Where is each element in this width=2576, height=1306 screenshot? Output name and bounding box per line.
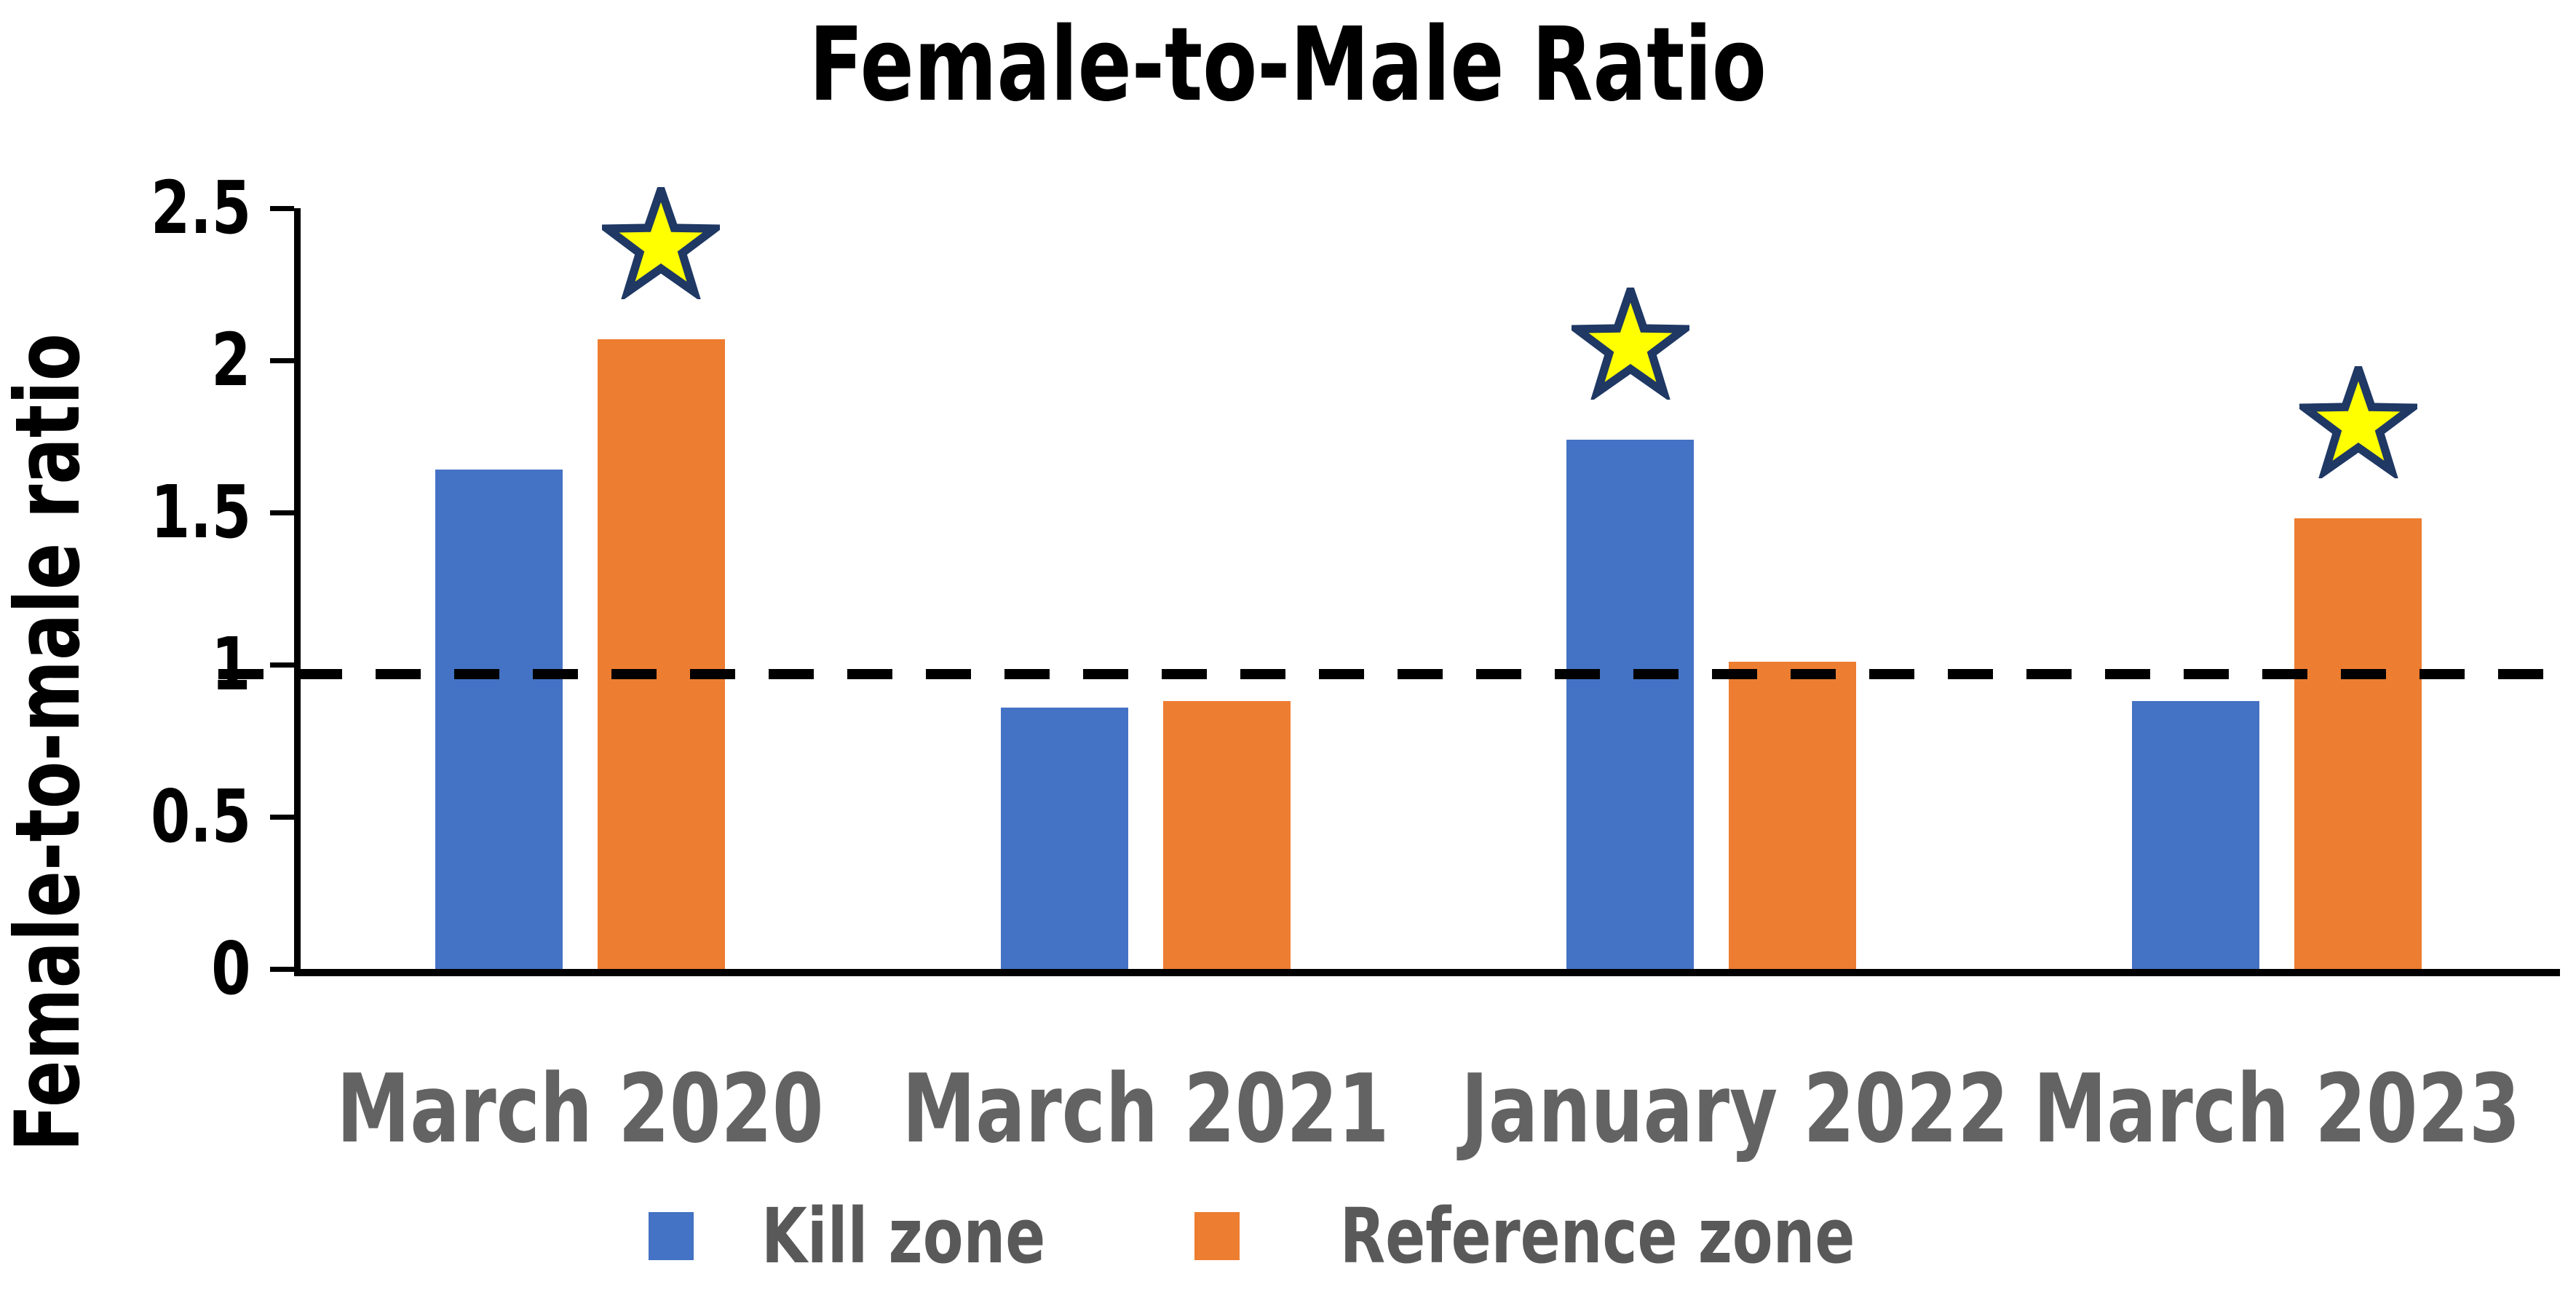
- y-axis-tick: [270, 510, 294, 515]
- category-label-march-2021: March 2021: [818, 1054, 1473, 1163]
- category-label-text: March 2020: [336, 1053, 824, 1164]
- y-axis-tick: [270, 358, 294, 363]
- y-tick-label: 0: [0, 925, 251, 1013]
- y-tick-label-text: 0: [211, 926, 251, 1011]
- bar-kill-zone-march-2020: [435, 470, 563, 969]
- legend-item-reference-zone: Reference zone: [1194, 1185, 1927, 1287]
- y-tick-label: 1.5: [0, 469, 251, 556]
- y-axis-tick: [270, 967, 294, 972]
- y-tick-label-text: 2: [211, 317, 251, 403]
- category-label-march-2023: March 2023: [1949, 1054, 2576, 1163]
- x-axis-line: [294, 969, 2560, 976]
- y-tick-label: 2: [0, 317, 251, 404]
- category-label-march-2020: March 2020: [253, 1054, 908, 1163]
- bar-kill-zone-march-2023: [2132, 701, 2260, 969]
- significance-star-icon: [1564, 277, 1697, 403]
- y-tick-label: 0.5: [0, 773, 251, 860]
- legend: Kill zone Reference zone: [0, 1185, 2576, 1287]
- bar-reference-zone-march-2020: [597, 339, 725, 969]
- parity-reference-line: [218, 669, 2560, 679]
- legend-swatch-icon: [648, 1212, 694, 1260]
- category-label-text: March 2021: [902, 1053, 1390, 1164]
- bar-kill-zone-march-2021: [1000, 708, 1128, 969]
- y-tick-label: 1: [0, 621, 251, 708]
- bar-reference-zone-march-2021: [1162, 701, 1291, 969]
- chart-title-text: Female-to-Male Ratio: [809, 6, 1767, 124]
- y-tick-label: 2.5: [0, 165, 251, 252]
- legend-label: Reference zone: [1267, 1185, 1927, 1287]
- y-axis-tick: [270, 662, 294, 668]
- significance-star-icon: [2292, 355, 2425, 482]
- legend-item-kill-zone: Kill zone: [648, 1185, 1085, 1287]
- y-tick-label-text: 1.5: [150, 470, 251, 555]
- bar-reference-zone-january-2022: [1729, 662, 1857, 969]
- legend-label-text: Kill zone: [761, 1192, 1045, 1281]
- legend-label-text: Reference zone: [1339, 1192, 1855, 1281]
- y-tick-label-text: 0.5: [150, 774, 251, 859]
- category-label-text: March 2023: [2033, 1053, 2521, 1164]
- y-tick-label-text: 1: [211, 622, 251, 707]
- significance-star-icon: [595, 176, 727, 303]
- legend-swatch-icon: [1194, 1212, 1240, 1260]
- y-tick-label-text: 2.5: [150, 165, 251, 250]
- y-axis-tick: [270, 206, 294, 211]
- category-label-january-2022: January 2022: [1384, 1054, 2039, 1163]
- bar-reference-zone-march-2023: [2294, 518, 2422, 969]
- bar-kill-zone-january-2022: [1566, 440, 1695, 969]
- chart-title: Female-to-Male Ratio: [0, 6, 2576, 124]
- legend-label: Kill zone: [721, 1185, 1085, 1287]
- y-axis-tick: [270, 815, 294, 820]
- y-axis-title-text: Female-to-male ratio: [0, 333, 100, 1152]
- category-label-text: January 2022: [1461, 1053, 2009, 1164]
- y-axis-line: [294, 208, 301, 976]
